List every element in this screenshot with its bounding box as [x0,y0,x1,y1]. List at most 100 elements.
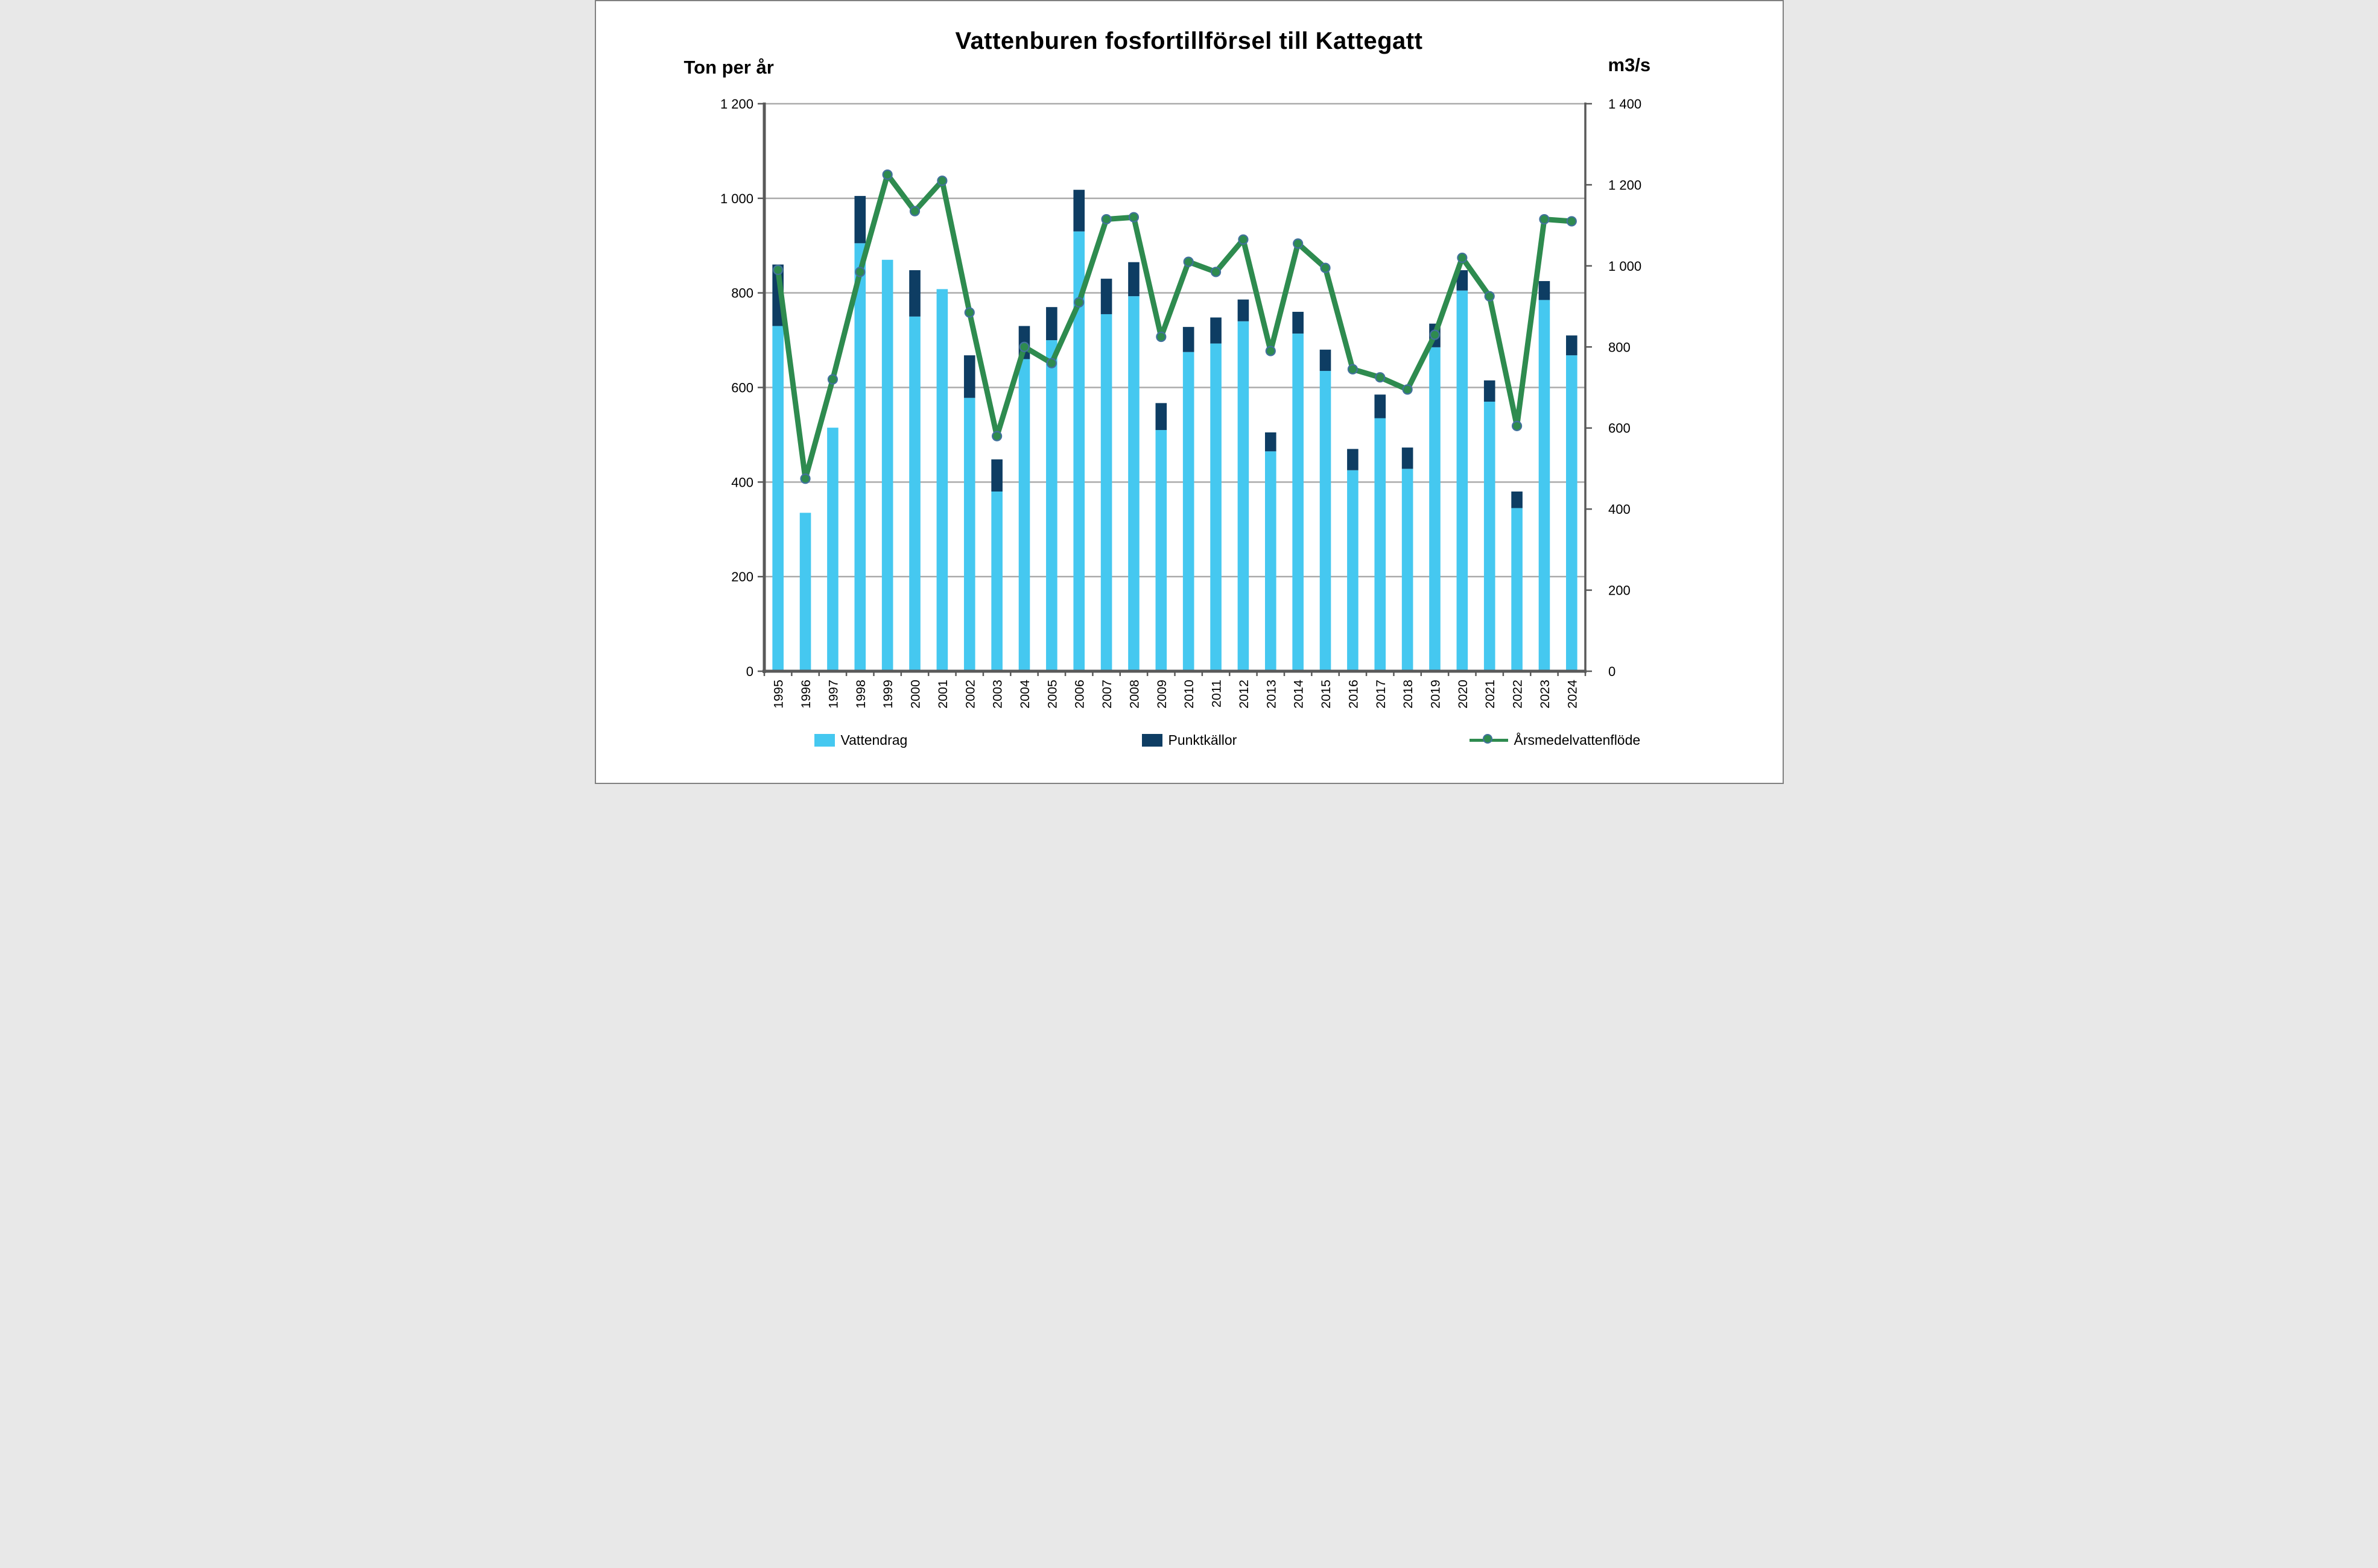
flow-marker [991,431,1002,441]
flow-line [775,172,1574,482]
bar-segment [1511,492,1523,508]
y-axis-left-tick-label: 600 [731,381,753,396]
legend-swatch-icon [814,733,835,747]
flow-marker [1429,329,1440,340]
y-axis-left-tick-label: 1 000 [720,191,753,206]
x-axis-year-label: 2012 [1236,680,1251,709]
bar-segment [854,243,866,671]
bar-segment [1319,349,1331,371]
left-axis-unit-label: Ton per år [683,57,774,78]
flow-marker [1210,267,1221,277]
y-axis-right-tick-label: 1 400 [1608,96,1641,112]
x-axis-year-label: 2018 [1401,680,1415,709]
bar-segment [1210,343,1222,671]
bars-vattendrag [772,231,1577,672]
bar-segment [1264,451,1276,671]
flow-marker [1265,346,1276,356]
flow-marker [799,473,811,484]
x-axis-year-label: 1995 [771,680,785,709]
bar-segment [1100,314,1112,671]
bar-segment [908,270,921,317]
legend-item-arsmedelvattenflode: Årsmedelvattenflöde [1469,731,1641,749]
legend-line-marker-icon [1469,733,1508,747]
flow-marker [1018,341,1030,352]
flow-marker [1566,216,1577,227]
x-axis-year-label: 2003 [990,680,1004,709]
flow-marker [827,374,838,385]
bar-segment [1045,340,1057,671]
y-axis-left-tick-label: 400 [731,475,753,490]
bar-segment [1210,317,1222,344]
bar-segment [936,289,948,672]
y-axis-left-tick-label: 800 [731,286,753,301]
x-axis-year-label: 2001 [935,680,950,709]
chart-title: Vattenburen fosfortillförsel till Katteg… [955,28,1423,54]
y-axis-right-tick-label: 0 [1608,664,1615,679]
bars-punktkallor [772,189,1577,508]
x-axis-year-label: 2021 [1483,680,1497,709]
y-axis-right-tick-label: 1 200 [1608,177,1641,192]
right-axis-unit-label: m3/s [1608,54,1651,75]
flow-marker [1237,234,1249,245]
bar-segment [1319,371,1331,671]
x-axis-year-label: 2017 [1373,680,1387,709]
y-axis-left-tick-label: 200 [731,569,753,584]
bar-segment [826,428,839,671]
flow-marker [964,307,975,318]
x-axis-year-label: 2004 [1017,680,1032,709]
bar-segment [1538,300,1550,671]
bar-segment [1401,469,1413,671]
x-axis-year-label: 2013 [1264,680,1278,709]
x-axis-year-label: 2000 [908,680,922,709]
bar-segment [1538,281,1550,300]
bar-segment [1237,321,1249,671]
bar-segment [1182,352,1194,671]
bar-segment [1374,394,1386,419]
bar-segment [772,326,784,671]
flow-marker [772,264,783,276]
flow-marker [936,175,947,186]
y-axis-right-tick-label: 1 000 [1608,259,1641,274]
bar-segment [1565,355,1577,671]
legend-label: Vattendrag [840,732,908,748]
bar-segment [1264,432,1276,452]
y-axis-right-tick-label: 200 [1608,583,1631,598]
bar-segment [1483,402,1495,671]
y-axis-left-tick-label: 0 [746,664,753,679]
x-axis-year-label: 2022 [1510,680,1524,709]
x-axis-year-label: 1996 [799,680,813,709]
bar-segment [963,397,975,671]
x-axis-year-label: 2007 [1100,680,1114,709]
x-axis-year-label: 2016 [1346,680,1360,709]
flow-marker [1402,384,1413,395]
x-axis-year-label: 2023 [1537,680,1552,709]
bar-segment [1456,270,1468,291]
tick-marks-and-labels: 0 200 400 600 800 1 000 1 200 0 200 400 600 800 1 00… [720,96,1641,679]
bar-segment [991,492,1003,671]
x-axis-year-label: 2005 [1045,680,1059,709]
x-axis-year-label: 2008 [1127,680,1141,709]
x-axis-year-label: 2020 [1455,680,1470,709]
bar-segment [1401,447,1413,469]
bar-segment [1237,299,1249,321]
bar-segment [963,355,975,398]
bar-segment [1182,327,1194,352]
bar-segment [1456,290,1468,671]
x-axis-year-label: 2009 [1154,680,1168,709]
legend-item-punktkallor: Punktkällor [1141,731,1237,749]
bar-segment [908,316,921,671]
x-axis-year-label: 2019 [1428,680,1442,709]
flow-marker [1538,213,1550,225]
flow-marker [1155,331,1166,343]
legend-marker-dot [1482,734,1492,744]
bar-segment [1155,403,1167,431]
y-axis-left-tick-label: 1 200 [720,96,753,112]
flow-marker [882,169,893,180]
flow-marker [1347,364,1358,375]
flow-marker [1128,212,1139,223]
flow-marker [1292,238,1303,249]
legend-label: Årsmedelvattenflöde [1514,732,1641,748]
flow-marker [1319,262,1331,273]
x-axis-year-label: 2011 [1209,680,1223,707]
legend-swatch-icon [1141,733,1162,747]
